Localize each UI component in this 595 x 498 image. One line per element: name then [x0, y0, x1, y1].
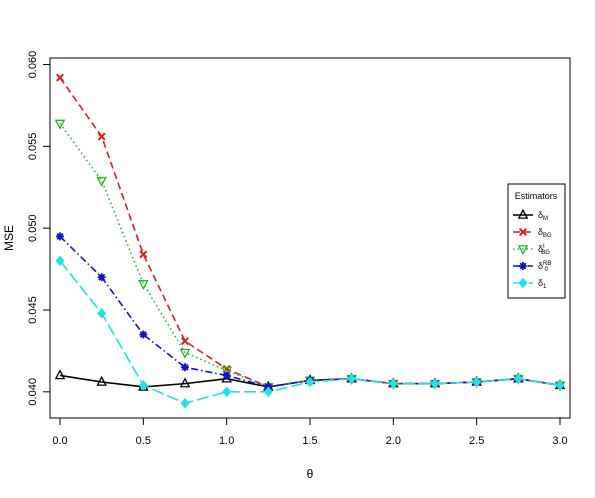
y-tick-label: 0.060 — [27, 51, 39, 79]
legend-item: δ1 — [513, 277, 547, 290]
series-4 — [55, 255, 565, 409]
legend-item: δRB 0 — [513, 261, 551, 273]
legend-label: δM — [538, 210, 548, 222]
legend-label: δI BG — [538, 244, 550, 256]
x-tick-label: 1.5 — [302, 435, 317, 447]
data-point — [97, 307, 107, 319]
legend-box — [507, 183, 566, 299]
legend-swatch-marker — [517, 208, 529, 219]
data-point — [347, 373, 357, 385]
y-tick-label: 0.040 — [27, 378, 39, 406]
data-point — [97, 132, 106, 141]
y-axis-title: MSE — [2, 225, 16, 251]
x-tick-label: 0.5 — [136, 435, 151, 447]
data-point — [388, 378, 398, 389]
x-tick-label: 2.5 — [469, 435, 484, 447]
data-point — [96, 375, 107, 386]
series-line — [59, 77, 561, 388]
data-point — [139, 250, 148, 259]
data-point — [96, 176, 107, 187]
x-tick-label: 1.0 — [219, 435, 234, 447]
series-layer — [54, 73, 566, 409]
data-point — [55, 255, 65, 267]
data-point — [513, 373, 523, 385]
data-point — [222, 371, 231, 380]
legend-swatch-marker — [518, 277, 528, 289]
data-point — [54, 119, 66, 130]
y-axis: 0.040 0.045 0.050 0.055 0.060 — [27, 51, 51, 406]
data-point — [221, 366, 232, 377]
data-point — [138, 379, 148, 391]
legend-label: δBG — [538, 227, 552, 239]
data-point — [97, 273, 106, 282]
series-line — [59, 235, 561, 388]
data-point — [179, 348, 191, 359]
data-point — [430, 378, 440, 389]
data-point — [56, 232, 64, 241]
data-point — [555, 379, 565, 391]
data-point — [55, 73, 65, 82]
legend-swatch-marker — [518, 227, 528, 237]
legend-label: δRB 0 — [538, 261, 551, 273]
data-point — [181, 363, 189, 372]
legend-item: δBG — [513, 227, 552, 239]
data-point — [179, 377, 191, 388]
legend: Estimators δM δBG δI BG δRB 0 δ1 — [507, 183, 566, 299]
legend-item: δI BG — [513, 244, 550, 256]
data-point — [305, 376, 315, 388]
series-line — [59, 122, 561, 388]
x-tick-label: 0.0 — [52, 435, 67, 447]
data-point — [472, 376, 482, 388]
legend-swatch-marker — [517, 245, 529, 256]
legend-swatch-marker — [519, 262, 527, 270]
x-tick-label: 3.0 — [552, 435, 567, 447]
y-tick-label: 0.050 — [27, 214, 39, 242]
legend-label: δ1 — [538, 278, 547, 290]
data-point — [54, 369, 66, 380]
series-2 — [54, 119, 566, 394]
x-axis-title: θ — [307, 467, 314, 481]
series-1 — [55, 73, 565, 391]
data-point — [138, 280, 149, 291]
legend-title: Estimators — [515, 191, 558, 201]
data-point — [180, 397, 190, 409]
data-point — [139, 330, 148, 339]
x-axis: 0.0 0.5 1.0 1.5 2.0 2.5 3.0 — [52, 417, 568, 447]
x-tick-label: 2.0 — [386, 435, 401, 447]
data-point — [180, 337, 190, 346]
legend-items: δM δBG δI BG δRB 0 δ1 — [513, 208, 552, 290]
y-tick-label: 0.055 — [27, 133, 39, 161]
y-tick-label: 0.045 — [27, 296, 39, 324]
data-point — [222, 386, 232, 398]
plot-frame — [49, 57, 571, 419]
data-point — [263, 386, 273, 398]
legend-item: δM — [513, 208, 548, 222]
